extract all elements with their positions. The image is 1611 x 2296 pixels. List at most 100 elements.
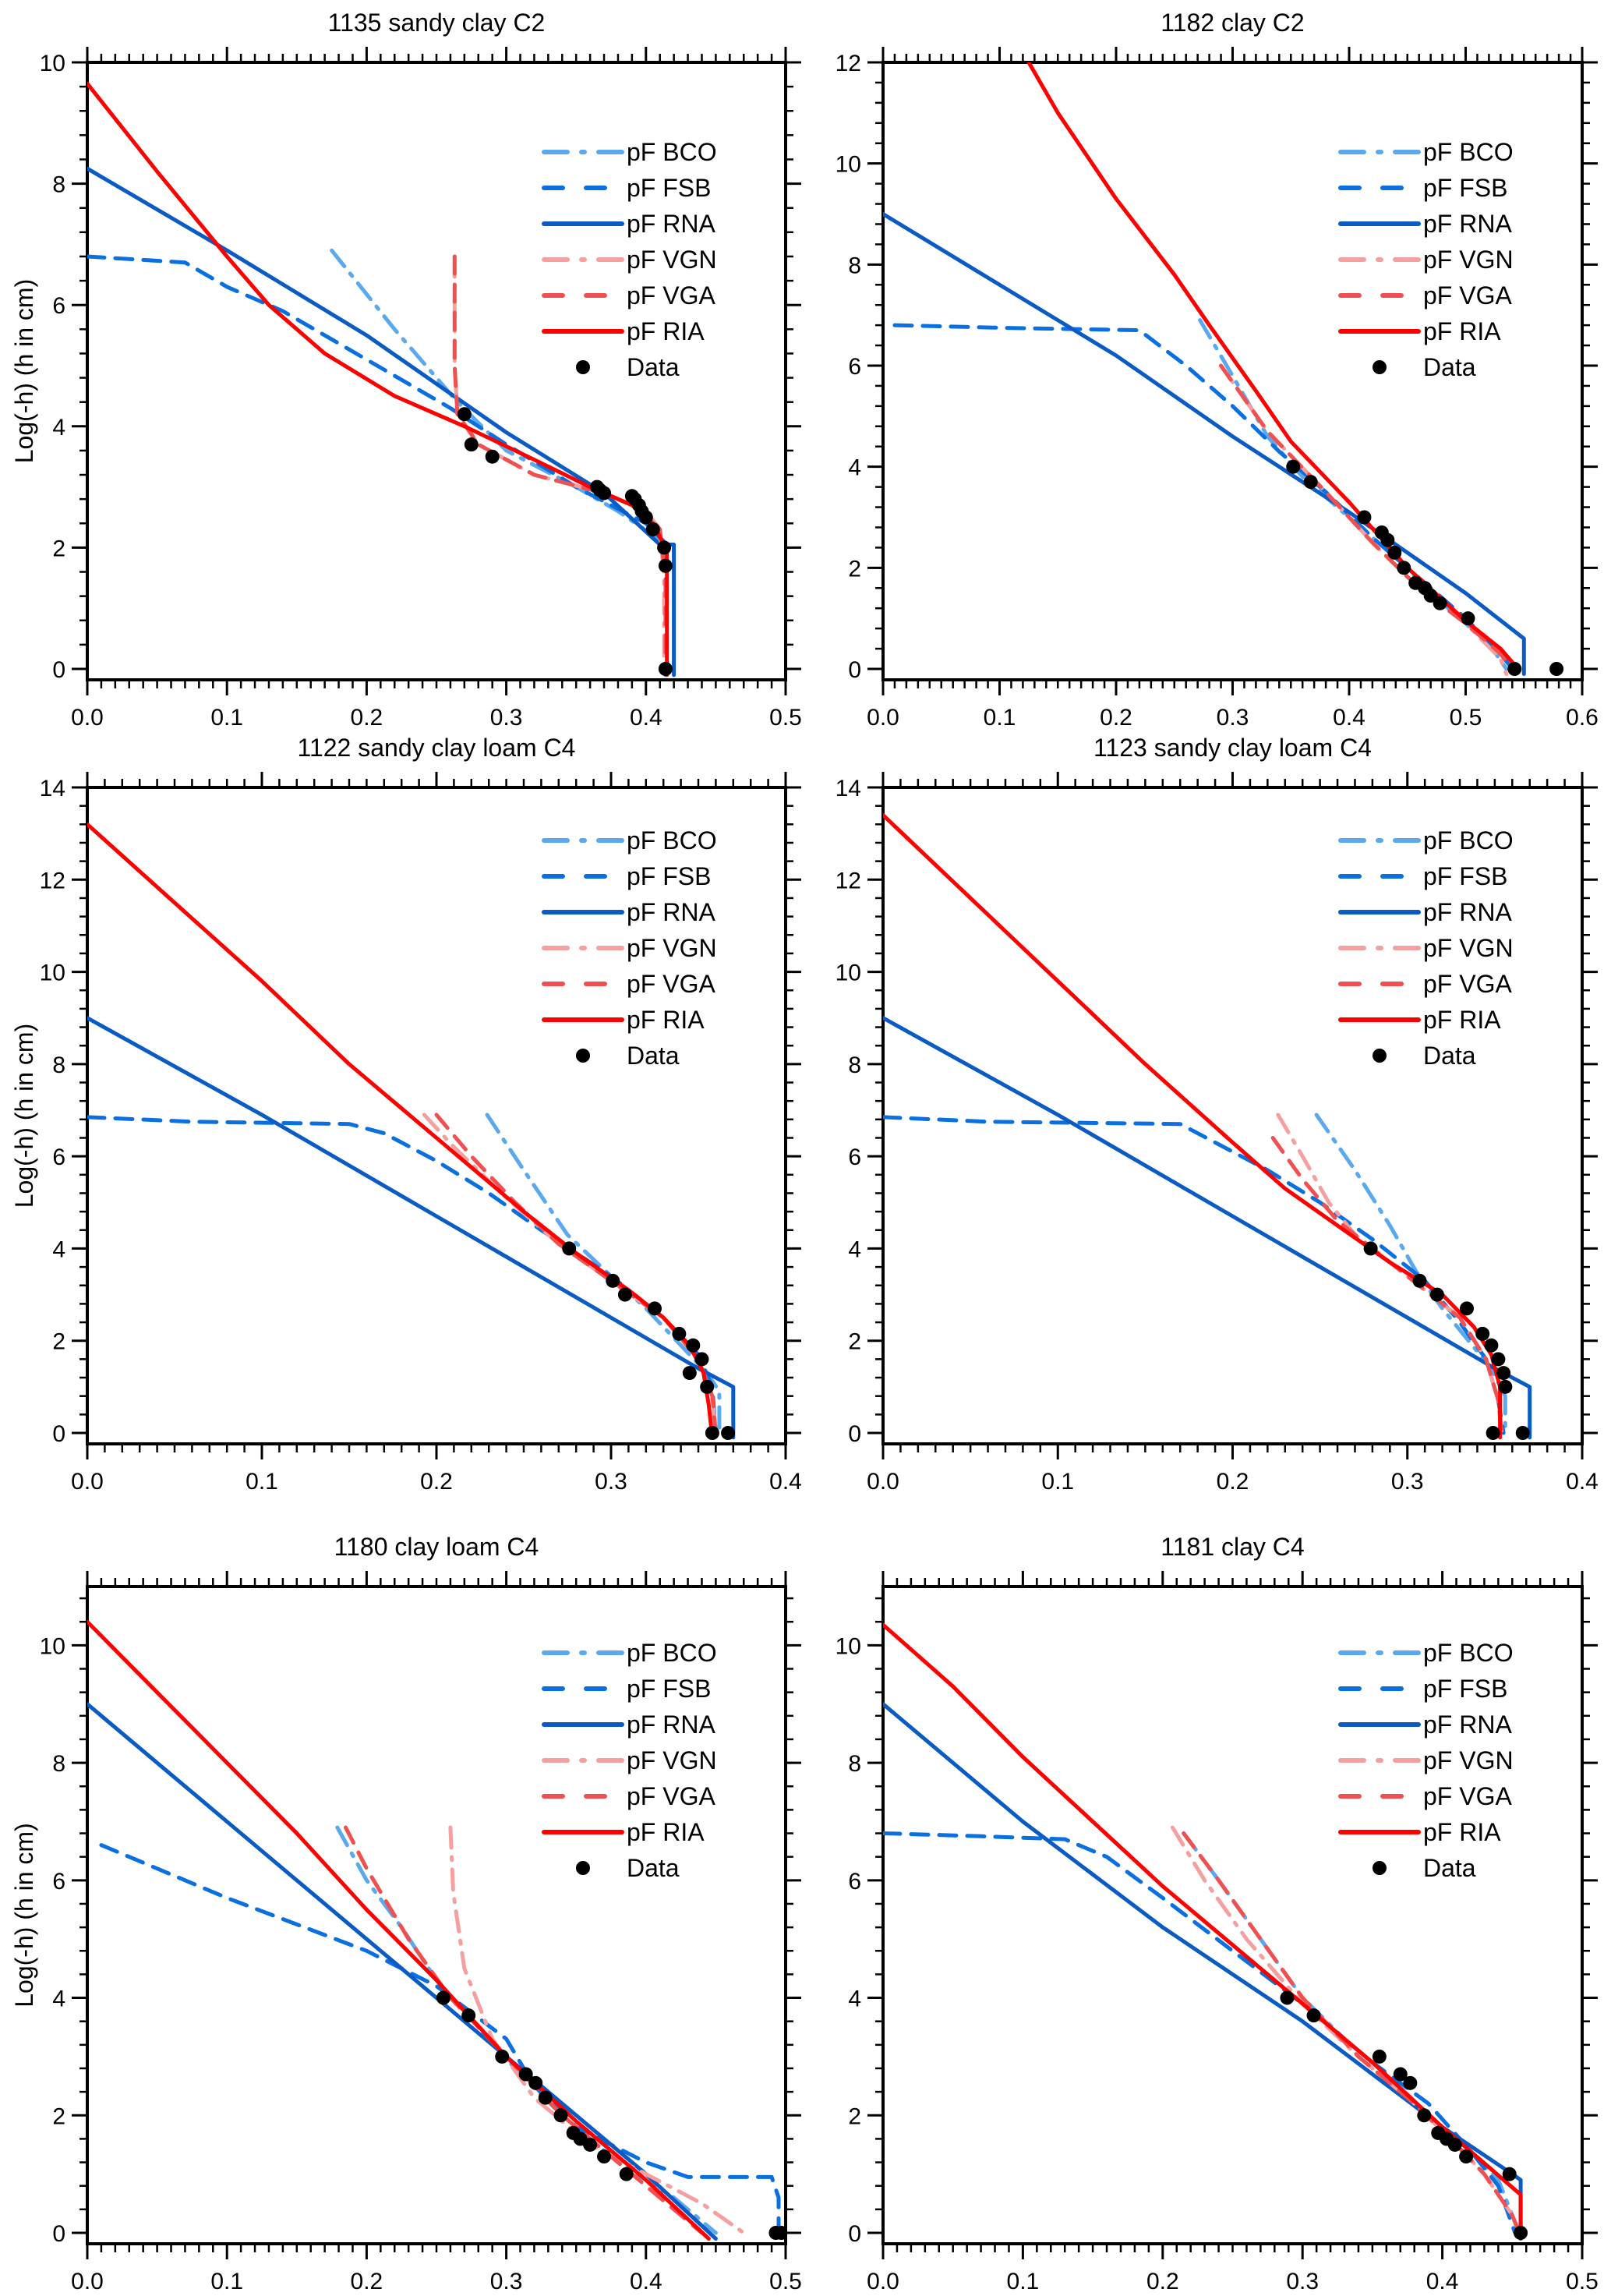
x-tick-label: 0.3 (595, 1469, 627, 1495)
data-point (658, 662, 673, 676)
y-tick-label: 6 (52, 1869, 65, 1894)
data-point (464, 437, 479, 452)
data-point (700, 1379, 715, 1394)
legend-label: pF RNA (627, 1711, 715, 1739)
x-tick-label: 0.3 (1286, 2269, 1319, 2294)
data-point (1357, 510, 1372, 525)
series-line-rna (87, 1016, 736, 1440)
data-point (672, 1326, 687, 1341)
y-tick-label: 0 (848, 1421, 861, 1447)
data-point (1459, 2149, 1474, 2164)
y-tick-label: 10 (40, 960, 65, 986)
y-tick-label: 12 (40, 868, 65, 893)
x-tick-label: 0.2 (1100, 705, 1132, 731)
legend-label: pF BCO (1423, 138, 1514, 166)
chart-panel-6: 1181 clay C40.00.10.20.30.40.50246810Vol… (836, 1533, 1599, 2294)
x-tick-label: 0.3 (490, 705, 523, 731)
x-tick-label: 0.1 (210, 705, 243, 731)
y-tick-label: 10 (40, 51, 65, 76)
legend-item-bco: pF BCO (1338, 826, 1514, 854)
x-tick-label: 0.5 (769, 2269, 802, 2294)
legend-label: pF VGN (627, 934, 717, 962)
legend-label: pF VGA (1423, 1782, 1512, 1810)
y-axis-label: Log(-h) (h in cm) (10, 1823, 38, 2008)
data-point (657, 540, 672, 555)
data-point (528, 2075, 543, 2090)
y-axis-label: Log(-h) (h in cm) (10, 1024, 38, 1208)
legend-label: pF RIA (1423, 1818, 1501, 1846)
data-point (648, 1301, 662, 1316)
x-tick-label: 0.3 (1391, 1469, 1424, 1495)
series-line-fsb (883, 1831, 1517, 2235)
legend-label: pF VGN (627, 1746, 717, 1774)
x-tick-label: 0.1 (210, 2269, 243, 2294)
data-point (562, 1241, 577, 1256)
y-tick-label: 12 (836, 51, 861, 76)
x-tick-label: 0.2 (351, 705, 383, 731)
x-tick-label: 0.0 (71, 705, 104, 731)
legend-item-vgn: pF VGN (542, 246, 717, 274)
legend-label: pF RNA (1423, 1711, 1512, 1739)
data-point (721, 1426, 736, 1440)
legend-item-bco: pF BCO (542, 1639, 717, 1667)
series-group (883, 1622, 1528, 2241)
legend-label: pF VGA (627, 970, 715, 998)
y-tick-label: 6 (52, 293, 65, 319)
legend-label: pF RNA (627, 210, 715, 238)
x-tick-label: 0.1 (1007, 2269, 1040, 2294)
series-group (883, 62, 1564, 676)
y-tick-label: 6 (848, 1144, 861, 1170)
legend-label: pF VGA (1423, 970, 1512, 998)
x-tick-label: 0.5 (1566, 2269, 1599, 2294)
legend-item-rna: pF RNA (542, 898, 715, 926)
data-point (1280, 1990, 1295, 2005)
data-point (436, 1990, 450, 2005)
x-tick-label: 0.5 (1450, 705, 1482, 731)
y-tick-label: 8 (52, 172, 65, 198)
data-point (1486, 1426, 1500, 1440)
data-point (774, 2226, 786, 2240)
legend-item-ria: pF RIA (542, 317, 705, 345)
data-point (1393, 2067, 1408, 2082)
data-point (638, 510, 653, 525)
y-tick-label: 4 (848, 1236, 861, 1262)
y-tick-label: 0 (52, 2221, 65, 2247)
x-tick-label: 0.2 (420, 1469, 453, 1495)
y-tick-label: 0 (52, 1421, 65, 1447)
y-tick-label: 8 (52, 1751, 65, 1777)
legend-item-fsb: pF FSB (1338, 862, 1507, 890)
data-point (1491, 1352, 1506, 1367)
x-tick-label: 0.4 (1426, 2269, 1459, 2294)
legend: pF BCO pF FSB pF RNA pF VGN pF VGA pF RIA Data (1338, 138, 1514, 381)
legend-item-vgn: pF VGN (1338, 246, 1514, 274)
legend-item-vgn: pF VGN (542, 1746, 717, 1774)
data-point (645, 522, 660, 537)
legend-item-rna: pF RNA (542, 1711, 715, 1739)
legend-item-ria: pF RIA (542, 1818, 705, 1846)
data-point (597, 486, 612, 501)
legend-label: pF RIA (627, 1818, 705, 1846)
y-tick-label: 2 (52, 1329, 65, 1355)
legend-item-ria: pF RIA (1338, 1818, 1501, 1846)
y-tick-label: 6 (848, 354, 861, 380)
legend-item-vga: pF VGA (542, 970, 715, 998)
legend-item-bco: pF BCO (542, 826, 717, 854)
y-tick-label: 14 (40, 776, 65, 801)
legend-label: pF FSB (627, 862, 711, 890)
legend-label: pF VGA (1423, 281, 1512, 310)
data-point (1303, 475, 1318, 490)
legend-item-ria: pF RIA (1338, 1006, 1501, 1034)
series-line-ria (883, 1622, 1523, 2241)
data-point (538, 2090, 553, 2105)
series-line-rna (883, 1016, 1532, 1440)
chart-title: 1181 clay C4 (1161, 1533, 1304, 1561)
y-tick-label: 2 (52, 536, 65, 561)
legend-marker (576, 1049, 590, 1063)
legend-marker (1373, 360, 1387, 374)
legend-label: pF VGN (1423, 934, 1514, 962)
legend-label: pF FSB (1423, 862, 1507, 890)
legend-item-bco: pF BCO (542, 138, 717, 166)
legend-item-rna: pF RNA (1338, 898, 1512, 926)
legend-item-data: Data (1373, 1854, 1476, 1882)
legend-label: pF VGA (627, 281, 715, 310)
